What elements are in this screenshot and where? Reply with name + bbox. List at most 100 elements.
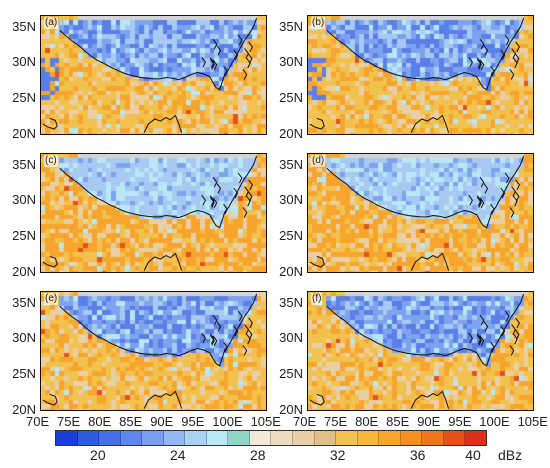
map-frame: (f) — [307, 291, 534, 411]
river-gorge-line — [509, 207, 515, 218]
river-gorge-line — [247, 191, 253, 202]
lat-tick-label: 30N — [12, 330, 36, 346]
river-gorge-line — [468, 56, 473, 68]
panel-label: (f) — [311, 293, 323, 305]
lon-tick-label: 70E — [293, 414, 317, 429]
river-gorge-line — [500, 49, 506, 61]
panel-label: (d) — [311, 155, 326, 167]
lon-tick-label: 100E — [212, 414, 243, 429]
river-gorge-line — [210, 59, 215, 70]
river-gorge-line — [212, 38, 218, 50]
colorbar-swatch — [465, 431, 486, 445]
river-gorge-line — [210, 335, 215, 346]
river-gorge-line — [244, 186, 249, 197]
river-gorge-line — [479, 176, 485, 188]
river-gorge-line — [509, 69, 515, 80]
coastline — [410, 252, 450, 271]
lat-tick-label: 35N — [279, 18, 303, 34]
river-gorge-line — [490, 203, 495, 215]
colorbar-tick-label: 36 — [409, 447, 426, 463]
river-gorge-line — [504, 310, 510, 322]
colorbar — [55, 430, 487, 446]
plateau-boundary-line — [59, 293, 258, 367]
river-gorge-line — [212, 59, 218, 71]
coastline — [309, 393, 325, 406]
colorbar-tick-label: 32 — [329, 447, 346, 463]
reflectivity-grid — [308, 292, 533, 410]
colorbar-swatch — [185, 431, 207, 445]
river-gorge-line — [246, 57, 251, 69]
river-gorge-line — [500, 187, 506, 199]
river-gorge-line — [233, 187, 239, 199]
river-gorge-line — [233, 325, 239, 337]
river-gorge-line — [209, 195, 215, 206]
plateau-boundary-line — [59, 17, 258, 91]
lat-tick-label: 25N — [12, 90, 36, 106]
reflectivity-grid — [41, 154, 266, 272]
river-gorge-line — [479, 59, 485, 71]
colorbar-swatch — [293, 431, 315, 445]
boundary-overlay — [309, 155, 525, 271]
coastline — [42, 255, 58, 268]
lat-tick-label: 30N — [279, 330, 303, 346]
river-gorge-line — [476, 195, 482, 206]
colorbar-swatch — [443, 431, 466, 445]
river-gorge-line — [237, 310, 243, 322]
map-frame: (b) — [307, 15, 534, 135]
lat-tick-label: 35N — [279, 156, 303, 172]
river-gorge-line — [209, 57, 215, 68]
lon-tick-label: 105E — [250, 414, 281, 429]
colorbar-swatch — [206, 431, 229, 445]
lat-tick-label: 20N — [279, 126, 303, 141]
river-gorge-line — [515, 41, 520, 53]
colorbar-swatch — [271, 431, 294, 445]
coastline — [410, 390, 450, 409]
river-gorge-line — [242, 207, 248, 218]
reflectivity-grid — [41, 292, 266, 410]
river-gorge-line — [248, 317, 253, 329]
lon-tick-label: 90E — [150, 414, 174, 429]
coastline — [42, 393, 58, 406]
river-gorge-line — [237, 172, 243, 184]
coastline — [143, 114, 183, 133]
river-gorge-line — [500, 325, 506, 337]
river-gorge-line — [242, 345, 248, 356]
lat-tick-label: 25N — [12, 228, 36, 244]
lat-tick-label: 20N — [279, 264, 303, 279]
lat-tick-label: 20N — [279, 402, 303, 417]
lon-tick-label: 95E — [181, 414, 205, 429]
river-gorge-line — [212, 335, 218, 347]
river-gorge-line — [479, 197, 485, 209]
river-gorge-line — [515, 317, 520, 329]
river-gorge-line — [515, 179, 520, 191]
river-gorge-line — [479, 335, 485, 347]
river-gorge-line — [216, 321, 222, 332]
lat-tick-label: 30N — [12, 192, 36, 208]
river-gorge-line — [244, 324, 249, 335]
river-gorge-line — [477, 197, 482, 208]
river-gorge-line — [504, 34, 510, 46]
river-gorge-line — [223, 65, 228, 77]
colorbar-swatch — [56, 431, 78, 445]
panel-label: (e) — [44, 293, 59, 305]
coastline — [143, 390, 183, 409]
river-gorge-line — [242, 69, 248, 80]
reflectivity-grid — [41, 16, 266, 134]
colorbar-swatch — [314, 431, 337, 445]
plateau-boundary-line — [326, 293, 525, 367]
river-gorge-line — [511, 186, 516, 197]
lat-tick-label: 35N — [12, 18, 36, 34]
plateau-boundary-line — [59, 155, 258, 229]
river-gorge-line — [223, 203, 228, 215]
river-gorge-line — [479, 38, 485, 50]
colorbar-swatch — [228, 431, 250, 445]
river-gorge-line — [201, 332, 206, 344]
lon-tick-row: 70E 75E 80E 85E 90E 95E 100E 105E — [26, 415, 281, 428]
river-gorge-line — [233, 49, 239, 61]
river-gorge-line — [247, 329, 253, 340]
lon-tick-label: 70E — [26, 414, 50, 429]
plateau-boundary-line — [326, 17, 525, 91]
river-gorge-line — [490, 65, 495, 77]
lat-tick-label: 20N — [12, 126, 36, 141]
river-gorge-line — [201, 56, 206, 68]
